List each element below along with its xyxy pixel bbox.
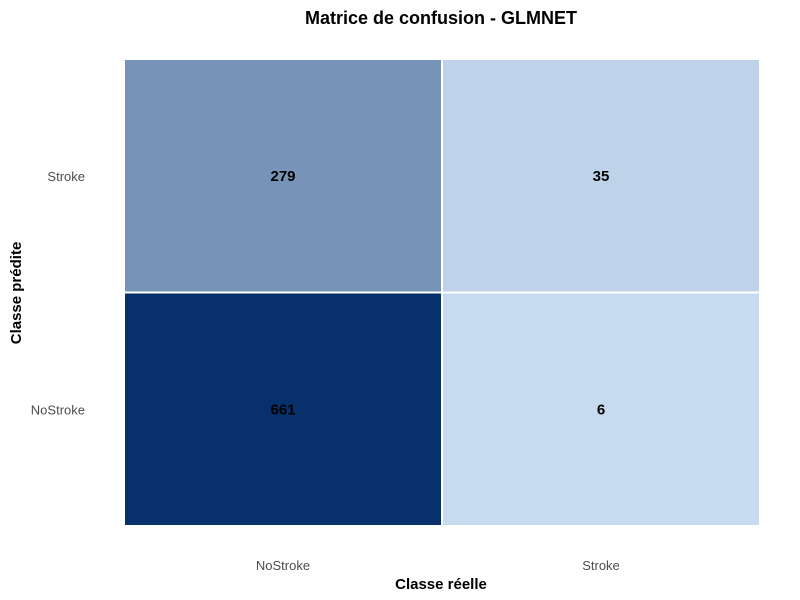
heatmap-cells bbox=[123, 58, 761, 527]
heatmap-cell-stroke-nostroke bbox=[123, 58, 443, 294]
y-tick-label: NoStroke bbox=[31, 402, 85, 417]
heatmap-cell-nostroke-stroke bbox=[441, 291, 761, 527]
cell-value-label: 6 bbox=[597, 401, 605, 418]
cell-value-label: 35 bbox=[593, 168, 610, 185]
cell-value-labels: 279 35 661 6 bbox=[270, 168, 609, 419]
cell-value-label: 661 bbox=[270, 401, 295, 418]
x-tick-label: Stroke bbox=[582, 558, 620, 573]
y-axis-ticks: Stroke NoStroke bbox=[31, 169, 85, 418]
chart-title: Matrice de confusion - GLMNET bbox=[305, 8, 577, 28]
x-axis-ticks: NoStroke Stroke bbox=[256, 558, 620, 573]
y-tick-label: Stroke bbox=[47, 169, 85, 184]
y-axis-title: Classe prédite bbox=[8, 242, 25, 345]
x-axis-title: Classe réelle bbox=[395, 576, 487, 593]
heatmap-cell-stroke-stroke bbox=[441, 58, 761, 294]
x-tick-label: NoStroke bbox=[256, 558, 310, 573]
heatmap-cell-nostroke-nostroke bbox=[123, 291, 443, 527]
cell-value-label: 279 bbox=[270, 168, 295, 185]
